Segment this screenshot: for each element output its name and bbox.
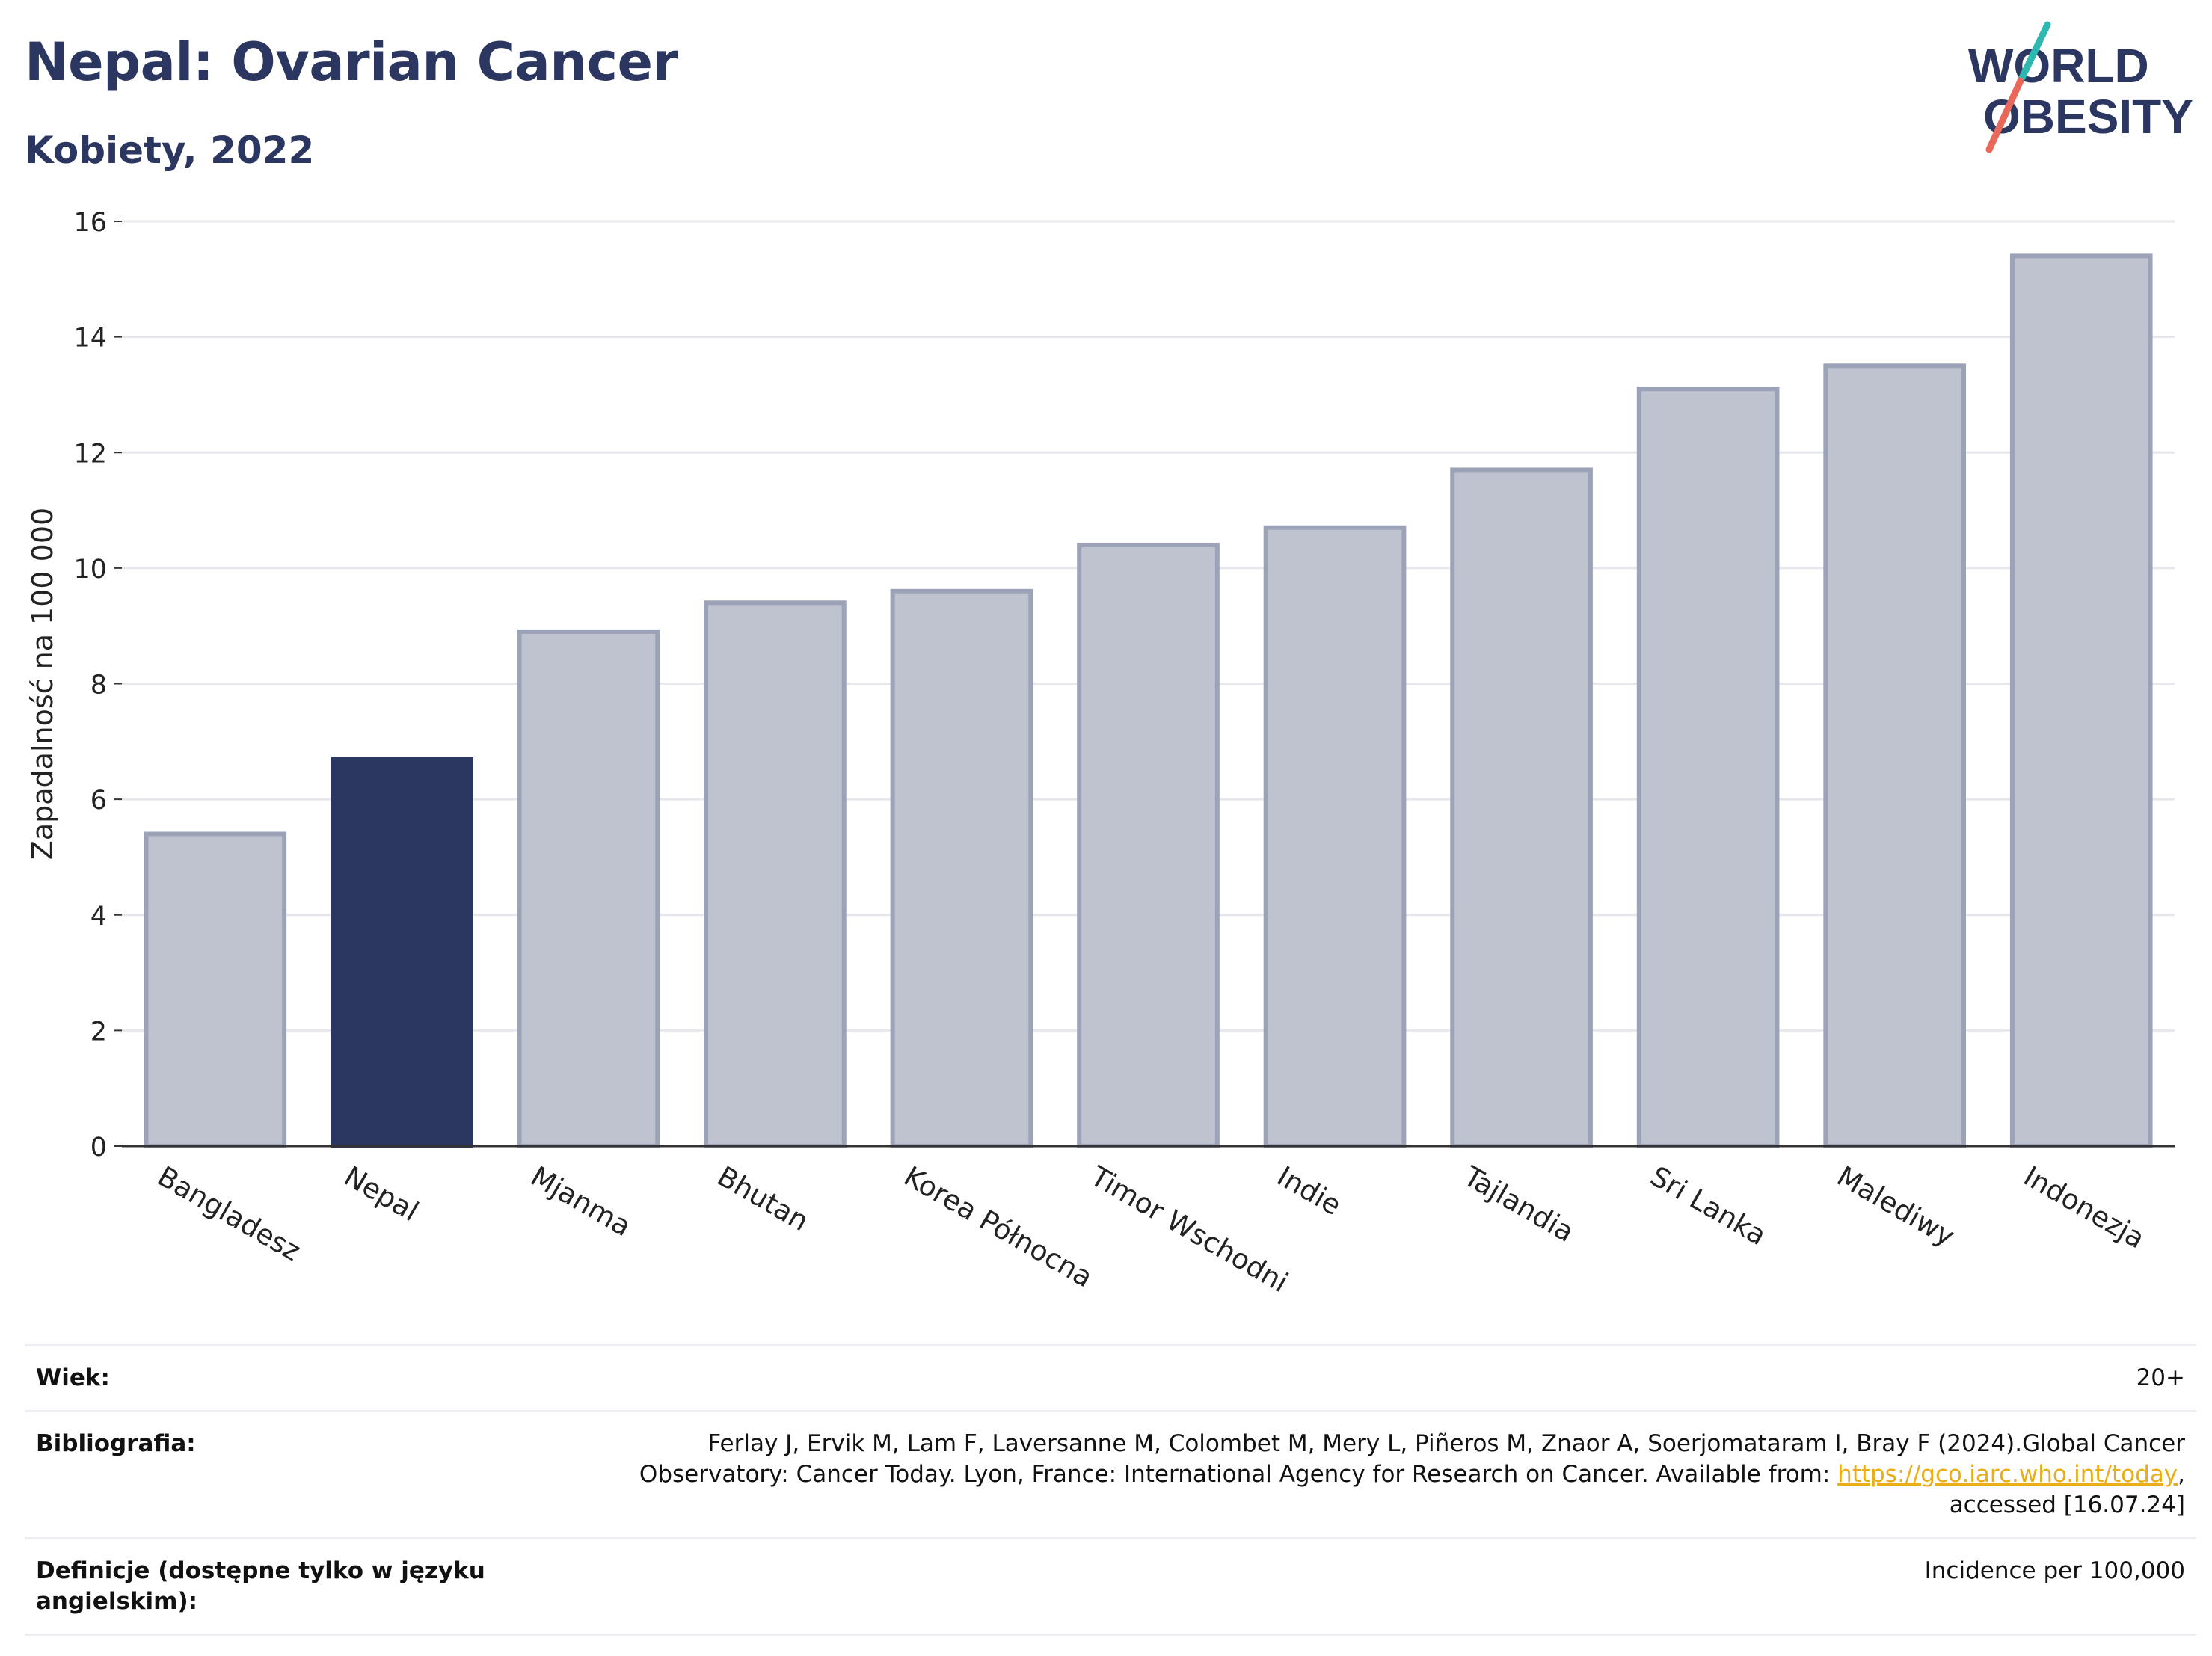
bar-nepal[interactable]	[330, 757, 473, 1148]
x-tick-label: Korea Północna	[898, 1160, 1098, 1294]
definitions-label: Definicje (dostępne tylko w języku angie…	[36, 1557, 485, 1615]
bar-mjanma[interactable]	[517, 629, 660, 1148]
bibliography-link[interactable]: https://gco.iarc.who.int/today	[1837, 1461, 2178, 1488]
x-tick-label: Nepal	[339, 1160, 424, 1228]
x-tick-label: Mjanma	[525, 1160, 636, 1243]
info-row-definitions: Definicje (dostępne tylko w języku angie…	[25, 1537, 2196, 1636]
x-tick-label: Malediwy	[1831, 1160, 1960, 1253]
age-label: Wiek:	[36, 1364, 110, 1391]
x-tick-label: Timor Wschodni	[1084, 1160, 1293, 1299]
y-tick-label: 12	[73, 439, 107, 469]
bar-sri-lanka[interactable]	[1636, 387, 1780, 1148]
y-tick-label: 0	[90, 1133, 107, 1163]
info-row-bibliography: Bibliografia: Ferlay J, Ervik M, Lam F, …	[25, 1410, 2196, 1537]
definitions-value: Incidence per 100,000	[1924, 1557, 2185, 1584]
logo-slash-teal	[2017, 21, 2051, 84]
y-tick-label: 10	[73, 555, 107, 585]
x-tick-label: Tajlandia	[1457, 1160, 1579, 1249]
y-tick-label: 8	[90, 671, 107, 701]
bibliography-line-2-end: ,	[2178, 1461, 2185, 1488]
x-tick-label: Bangladesz	[152, 1160, 306, 1268]
bars	[144, 253, 2153, 1149]
logo-line-2: OBESITY	[1983, 90, 2193, 144]
bibliography-line-2: Observatory: Cancer Today. Lyon, France:…	[500, 1459, 2185, 1490]
info-row-age: Wiek: 20+	[25, 1344, 2196, 1410]
x-tick-label: Indonezja	[2018, 1160, 2151, 1255]
bar-indie[interactable]	[1263, 525, 1407, 1148]
bibliography-line-1: Ferlay J, Ervik M, Lam F, Laversanne M, …	[707, 1430, 2185, 1457]
info-table: Wiek: 20+ Bibliografia: Ferlay J, Ervik …	[25, 1344, 2196, 1636]
x-tick-label: Indie	[1272, 1160, 1347, 1222]
y-tick-label: 2	[90, 1017, 107, 1047]
y-tick-label: 6	[90, 786, 107, 816]
page-subtitle: Kobiety, 2022	[25, 129, 315, 172]
y-tick-label: 16	[73, 208, 107, 238]
y-tick-label: 14	[73, 324, 107, 354]
bibliography-label: Bibliografia:	[36, 1430, 196, 1457]
logo-slash-coral	[1985, 77, 2024, 153]
bar-korea-północna[interactable]	[890, 588, 1033, 1148]
bar-bhutan[interactable]	[704, 600, 847, 1148]
age-value: 20+	[2136, 1364, 2185, 1391]
bar-timor-wschodni[interactable]	[1077, 542, 1220, 1148]
x-tick-label: Bhutan	[712, 1160, 814, 1238]
bar-tajlandia[interactable]	[1450, 467, 1593, 1148]
bar-indonezja[interactable]	[2009, 253, 2153, 1149]
bar-bangladesz[interactable]	[144, 831, 287, 1148]
world-obesity-logo: WORLD OBESITY	[1968, 21, 2193, 153]
logo-line-1: WORLD	[1968, 39, 2149, 93]
bibliography-line-3: accessed [16.07.24]	[1949, 1492, 2185, 1518]
bar-chart: 0 2 4 6 8 10 12 14 16 Bangladesz Nepal Mjanma Bhutan…	[26, 208, 2175, 1299]
bar-malediwy[interactable]	[1823, 363, 1967, 1148]
bibliography-line-2-text: Observatory: Cancer Today. Lyon, France:…	[639, 1461, 1838, 1488]
page-title: Nepal: Ovarian Cancer	[25, 31, 678, 93]
x-tick-label: Sri Lanka	[1645, 1160, 1772, 1252]
y-tick-label: 4	[90, 902, 107, 932]
y-axis-label: Zapadalność na 100 000	[26, 508, 59, 860]
bibliography-value: Ferlay J, Ervik M, Lam F, Laversanne M, …	[500, 1429, 2185, 1521]
